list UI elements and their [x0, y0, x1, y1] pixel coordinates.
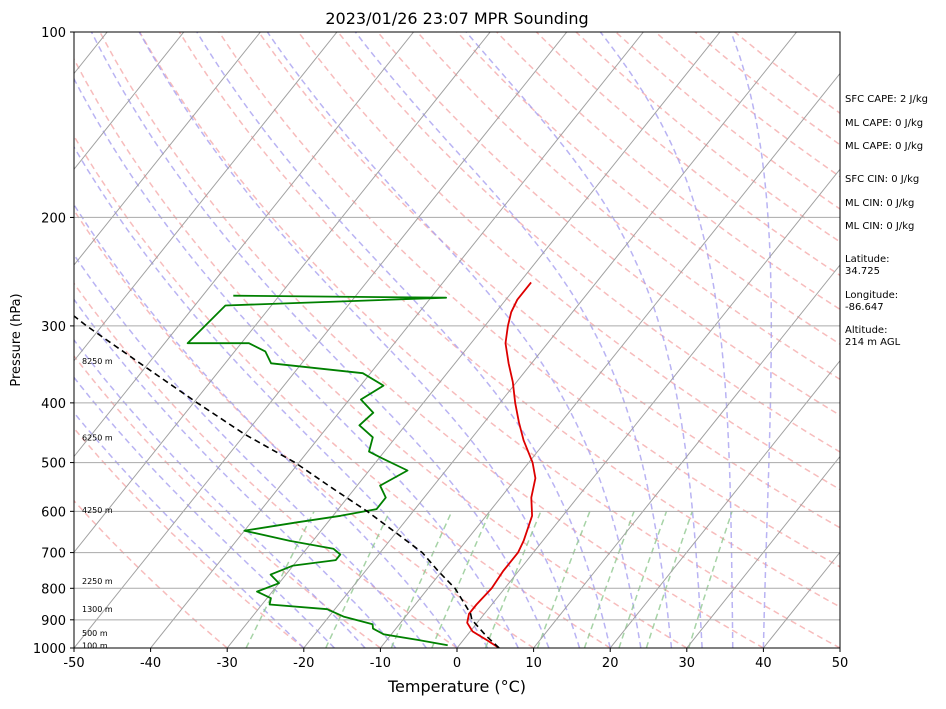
y-axis-label: Pressure (hPa) — [9, 293, 24, 386]
x-tick-label: 20 — [602, 656, 619, 671]
x-tick-label: -50 — [63, 656, 84, 671]
x-axis-label: Temperature (°C) — [387, 677, 526, 696]
isotherm — [303, 32, 797, 648]
isotherm — [74, 32, 568, 648]
dry-adiabat — [416, 32, 840, 381]
gridlines — [74, 32, 840, 648]
isotherm — [74, 32, 491, 554]
longitude-label: Longitude: — [845, 290, 899, 301]
isotherm — [226, 32, 721, 648]
sounding-traces — [74, 281, 537, 648]
height-label: 6250 m — [82, 433, 113, 442]
moist-adiabat — [74, 411, 305, 648]
moist-adiabat — [730, 32, 773, 648]
reference-lines — [74, 32, 840, 648]
height-label: 4250 m — [82, 506, 113, 515]
moist-adiabat — [599, 32, 734, 648]
x-tick-label: -20 — [293, 656, 314, 671]
stat-sfc-cape: SFC CAPE: 2 J/kg — [845, 94, 928, 105]
moist-adiabat — [465, 32, 703, 648]
isotherm — [74, 32, 338, 362]
y-tick-label: 500 — [41, 457, 66, 472]
isotherm — [456, 168, 840, 648]
altitude-label: Altitude: — [845, 325, 888, 336]
isotherm — [533, 264, 840, 648]
height-label: 2250 m — [82, 577, 113, 586]
mixing-ratio-line — [245, 510, 315, 648]
dewpoint-line — [186, 294, 448, 647]
altitude-value: 214 m AGL — [845, 337, 901, 348]
isotherm — [380, 72, 840, 648]
dry-adiabat — [74, 282, 458, 648]
height-label: 1300 m — [82, 605, 113, 614]
dry-adiabat — [74, 134, 611, 648]
x-tick-label: -10 — [370, 656, 391, 671]
moist-adiabat — [74, 77, 519, 648]
moist-adiabat — [74, 145, 489, 648]
dry-adiabat — [138, 32, 840, 648]
x-tick-label: -30 — [217, 656, 238, 671]
moist-adiabat — [74, 298, 397, 648]
y-tick-label: 200 — [41, 211, 66, 226]
isotherm — [74, 32, 261, 266]
y-tick-label: 1000 — [33, 642, 66, 657]
isotherm — [150, 32, 644, 648]
stat-ml-cape: ML CAPE: 0 J/kg — [845, 118, 924, 129]
x-tick-label: 40 — [755, 656, 772, 671]
longitude-value: -86.647 — [845, 302, 884, 313]
y-tick-label: 300 — [41, 320, 66, 335]
dry-adiabat — [99, 32, 764, 648]
dry-adiabat — [337, 32, 840, 453]
dry-adiabat — [74, 57, 688, 648]
x-tick-label: 30 — [679, 656, 696, 671]
chart-title: 2023/01/26 23:07 MPR Sounding — [325, 9, 588, 28]
moist-adiabat — [74, 338, 366, 648]
moist-adiabat — [74, 203, 458, 648]
y-tick-label: 400 — [41, 397, 66, 412]
x-tick-label: 10 — [525, 656, 542, 671]
y-tick-label: 700 — [41, 547, 66, 562]
moist-adiabat — [74, 376, 335, 648]
dry-adiabat — [377, 32, 840, 417]
dry-adiabat — [456, 32, 840, 345]
y-axis: 100 200 300 400 500 600 700 800 900 1000 — [33, 26, 74, 657]
temperature-line — [466, 281, 537, 648]
height-labels: 100 m 500 m 1300 m 2250 m 4250 m 6250 m 8250 m — [82, 357, 113, 650]
y-tick-label: 800 — [41, 582, 66, 597]
plot-background — [74, 32, 840, 648]
isotherm — [609, 359, 840, 648]
latitude-label: Latitude: — [845, 254, 890, 265]
moist-adiabat — [90, 32, 550, 648]
x-tick-label: 0 — [453, 656, 461, 671]
x-tick-label: -40 — [140, 656, 161, 671]
x-tick-label: 50 — [832, 656, 849, 671]
parcel-line — [74, 315, 500, 648]
stat-ml-cape-2: ML CAPE: 0 J/kg — [845, 141, 924, 152]
isotherm — [74, 32, 414, 458]
isotherm — [74, 32, 185, 171]
height-label: 100 m — [82, 641, 108, 650]
y-tick-label: 100 — [41, 26, 66, 41]
y-tick-label: 600 — [41, 505, 66, 520]
stat-sfc-cin: SFC CIN: 0 J/kg — [845, 174, 920, 185]
latitude-value: 34.725 — [845, 266, 880, 277]
height-label: 8250 m — [82, 357, 113, 366]
moist-adiabat — [74, 253, 427, 648]
stat-ml-cin: ML CIN: 0 J/kg — [845, 198, 915, 209]
height-label: 500 m — [82, 629, 108, 638]
x-axis: -50 -40 -30 -20 -10 0 10 20 30 40 50 — [63, 648, 848, 671]
isotherm — [686, 455, 840, 648]
y-tick-label: 900 — [41, 614, 66, 629]
moist-adiabat — [354, 32, 673, 648]
stat-ml-cin-2: ML CIN: 0 J/kg — [845, 221, 915, 232]
dry-adiabat — [178, 32, 840, 608]
